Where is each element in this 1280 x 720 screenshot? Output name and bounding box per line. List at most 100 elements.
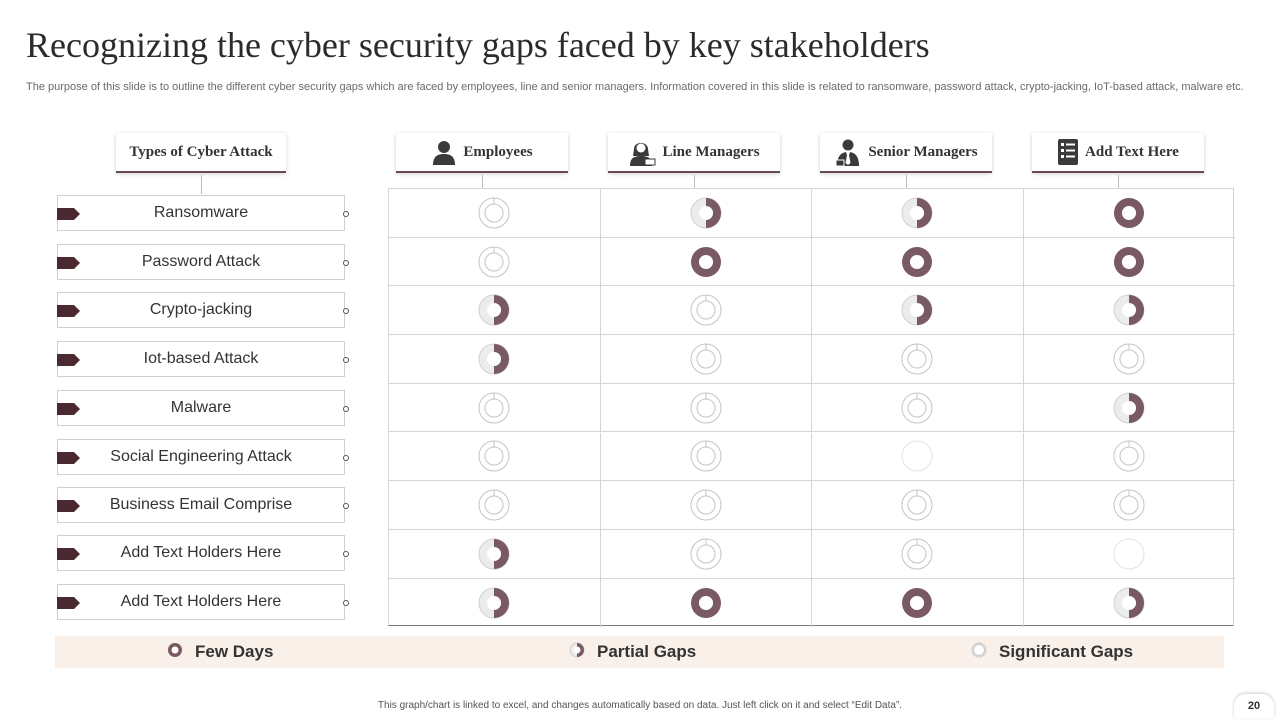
matrix-cell: [600, 481, 812, 530]
significant-gap-indicator-icon: [478, 197, 510, 229]
column-header-senior-managers: Senior Managers: [820, 133, 992, 173]
column-connector: [906, 175, 907, 188]
row-connector-dot: [343, 308, 349, 314]
row-label: Add Text Holders Here: [120, 544, 282, 561]
woman-laptop-icon: [630, 143, 656, 166]
matrix-cell: [389, 432, 601, 482]
matrix-cell: [1023, 433, 1235, 482]
matrix-cell: [812, 383, 1024, 433]
few-gap-indicator-icon: [690, 246, 721, 277]
row-connector-dot: [343, 357, 349, 363]
column-connector: [1118, 175, 1119, 188]
row-connector-dot: [343, 551, 349, 557]
row-label-box: Add Text Holders Here: [57, 584, 349, 620]
matrix-cell: [812, 529, 1024, 579]
matrix-cell: [601, 578, 812, 628]
row-tag-icon: [57, 597, 80, 609]
matrix-cell: [389, 481, 601, 530]
row-connector-dot: [343, 406, 349, 412]
matrix-cell: [812, 286, 1024, 336]
matrix-cell: [1023, 384, 1235, 433]
matrix-cell: [389, 335, 601, 384]
matrix-cell: [600, 237, 812, 287]
row-tag-icon: [57, 403, 80, 415]
significant-gap-indicator-icon: [1113, 343, 1145, 375]
row-tag-icon: [57, 305, 80, 317]
matrix-cell: [600, 383, 812, 433]
significant-gap-indicator-icon: [478, 246, 510, 278]
legend-item-partial: Partial Gaps: [569, 636, 696, 668]
matrix-cell: [1023, 189, 1235, 238]
matrix-cell: [1024, 579, 1236, 628]
matrix-cell: [812, 578, 1024, 628]
significant-gap-indicator-icon: [690, 489, 722, 521]
matrix-cell: [1023, 530, 1235, 579]
legend-label: Few Days: [195, 642, 274, 661]
significant-gap-indicator-icon: [690, 343, 722, 375]
types-connector: [201, 175, 202, 194]
page-number: 20: [1234, 694, 1274, 718]
matrix-cell: [389, 383, 601, 433]
few-days-icon: [167, 642, 183, 663]
significant-gap-indicator-icon: [901, 538, 933, 570]
matrix-cell: [389, 189, 601, 238]
row-connector-dot: [343, 600, 349, 606]
column-header-add-text: Add Text Here: [1032, 133, 1204, 173]
row-label-box: Iot-based Attack: [57, 341, 349, 377]
matrix-cell: [600, 335, 812, 384]
matrix-cell: [600, 286, 812, 336]
significant-gap-indicator-icon: [478, 440, 510, 472]
matrix-cell: [812, 335, 1024, 384]
significant-gap-indicator-icon: [901, 343, 933, 375]
partial-gap-indicator-icon: [478, 587, 510, 619]
row-label: Iot-based Attack: [143, 350, 259, 367]
partial-gap-indicator-icon: [1113, 392, 1145, 424]
matrix-cell: [600, 189, 812, 238]
businessman-icon: [835, 139, 860, 166]
partial-gaps-icon: [569, 642, 585, 663]
row-label-box: Social Engineering Attack: [57, 439, 349, 475]
significant-gap-indicator-icon: [478, 392, 510, 424]
types-header-label: Types of Cyber Attack: [129, 143, 273, 160]
partial-gap-indicator-icon: [1113, 294, 1145, 326]
row-connector-dot: [343, 503, 349, 509]
legend-item-few: Few Days: [167, 636, 273, 668]
row-label: Ransomware: [153, 204, 249, 221]
legend-label: Significant Gaps: [999, 642, 1134, 661]
matrix-cell: [1023, 481, 1235, 530]
page-title: Recognizing the cyber security gaps face…: [26, 25, 930, 65]
row-label-box: Password Attack: [57, 244, 349, 280]
significant-gaps-icon: [971, 642, 987, 663]
row-connector-dot: [343, 211, 349, 217]
partial-gap-indicator-icon: [1113, 587, 1145, 619]
row-label: Password Attack: [141, 253, 261, 270]
gap-matrix: [388, 188, 1236, 628]
none-gap-indicator-icon: [901, 440, 933, 472]
row-tag-icon: [57, 452, 80, 464]
significant-gap-indicator-icon: [901, 489, 933, 521]
significant-gap-indicator-icon: [1113, 440, 1145, 472]
partial-gap-indicator-icon: [690, 197, 722, 229]
none-gap-indicator-icon: [1113, 538, 1145, 570]
legend: Few Days Partial Gaps Significant Gaps: [55, 636, 1224, 668]
significant-gap-indicator-icon: [478, 489, 510, 521]
matrix-cell: [600, 432, 812, 482]
matrix-cell: [600, 529, 812, 579]
row-tag-icon: [57, 208, 80, 220]
matrix-cell: [389, 578, 601, 628]
matrix-cell: [389, 529, 601, 579]
significant-gap-indicator-icon: [1113, 489, 1145, 521]
matrix-cell: [1023, 238, 1235, 287]
row-label: Malware: [170, 399, 232, 416]
matrix-cell: [812, 237, 1024, 287]
row-label-box: Add Text Holders Here: [57, 535, 349, 571]
checklist-icon: [1058, 139, 1079, 165]
column-connector: [482, 175, 483, 188]
person-icon: [433, 141, 456, 165]
row-label-box: Crypto-jacking: [57, 292, 349, 328]
legend-item-significant: Significant Gaps: [971, 636, 1133, 668]
column-header-label: Add Text Here: [1085, 143, 1179, 160]
few-gap-indicator-icon: [1114, 246, 1145, 277]
row-label: Add Text Holders Here: [120, 593, 282, 610]
row-connector-dot: [343, 455, 349, 461]
